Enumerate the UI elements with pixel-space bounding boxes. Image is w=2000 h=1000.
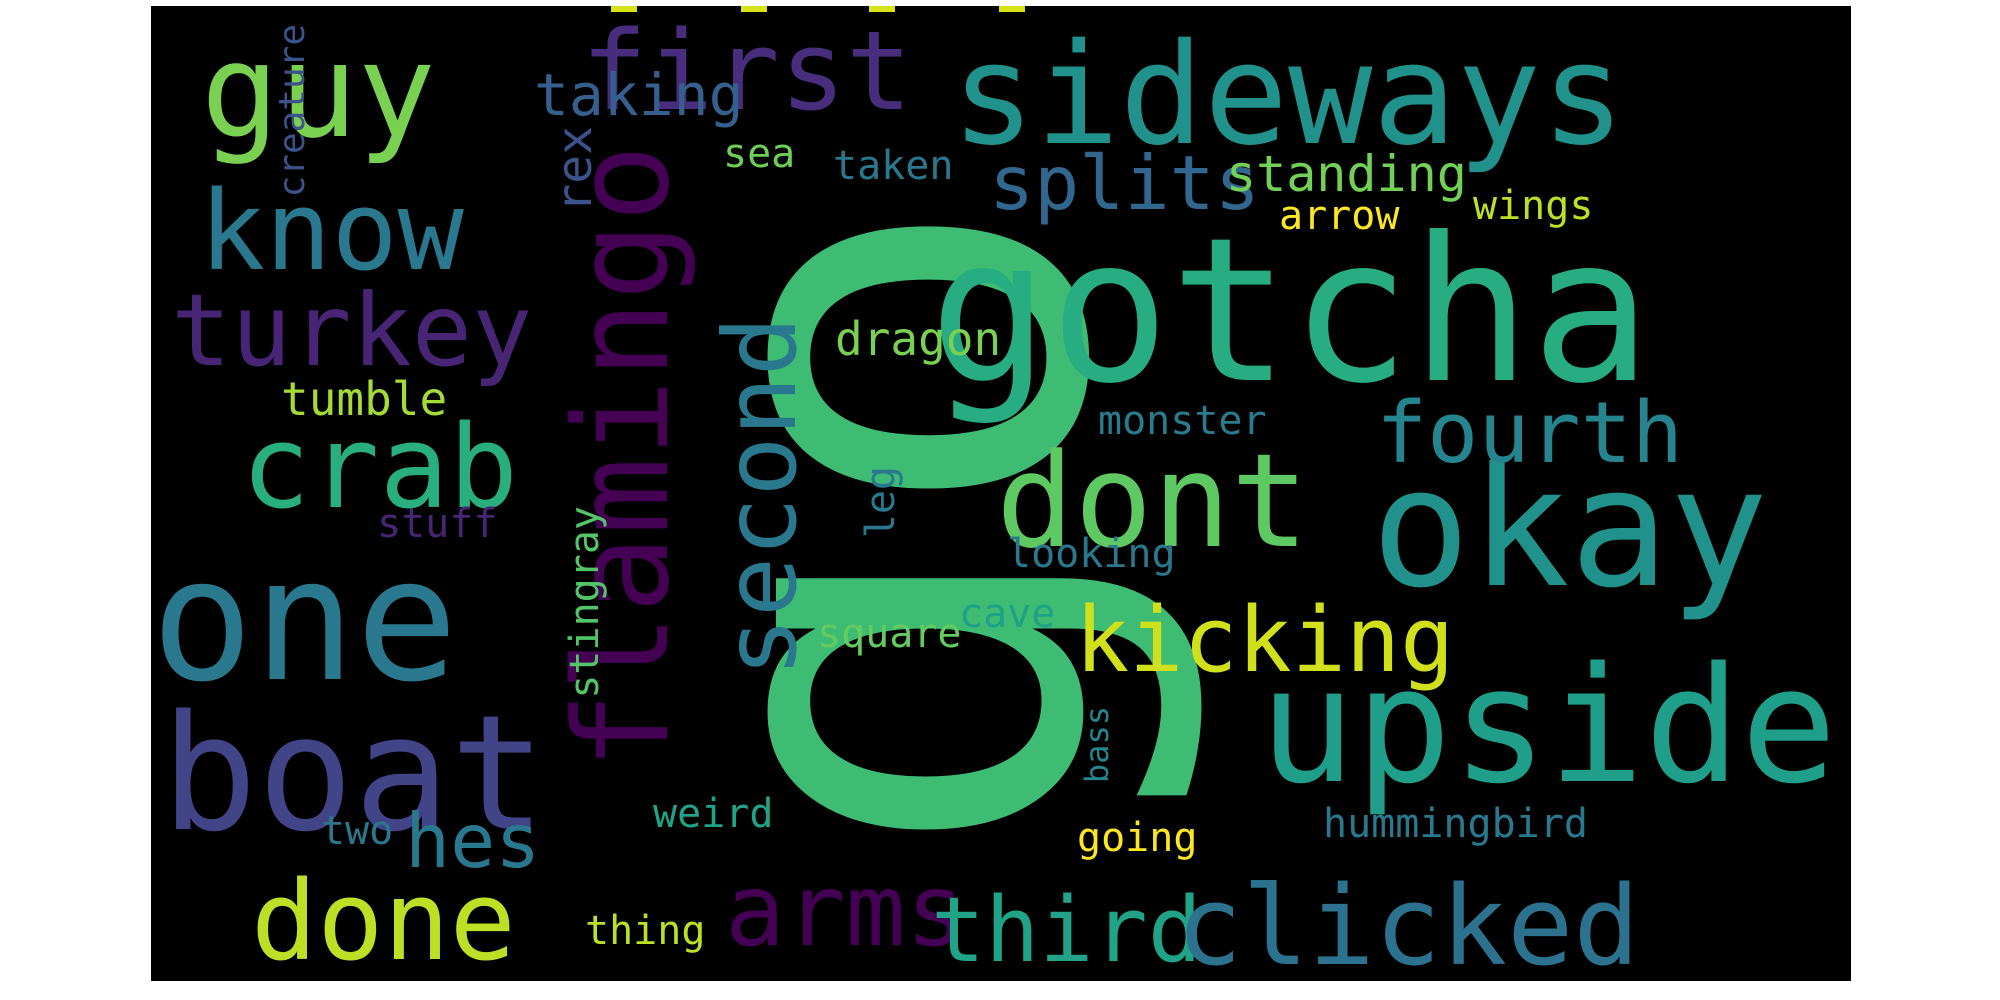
word-upside: upside <box>1259 632 1837 819</box>
word-turkey: turkey <box>171 272 533 389</box>
word-square: square <box>817 611 962 657</box>
word-fourth: fourth <box>1376 384 1684 483</box>
word-monster: monster <box>1098 398 1267 444</box>
word-two: two <box>321 808 394 854</box>
word-second: second <box>702 316 819 678</box>
word-boat: boat <box>161 680 547 867</box>
word-cave: cave <box>959 591 1056 637</box>
top-fragment <box>869 6 895 12</box>
word-taking: taking <box>534 61 744 129</box>
word-done: done <box>251 857 516 981</box>
word-thing: thing <box>585 908 706 954</box>
word-arms: arms <box>725 852 966 969</box>
word-guy: guy <box>201 15 436 167</box>
word-third: third <box>931 878 1202 981</box>
word-wings: wings <box>1473 183 1594 229</box>
word-tumble: tumble <box>281 372 448 426</box>
word-dragon: dragon <box>835 312 1002 366</box>
word-gotcha: gotcha <box>929 195 1652 428</box>
word-weird: weird <box>653 791 774 837</box>
word-leg: leg <box>858 466 904 539</box>
word-kicking: kicking <box>1075 588 1455 693</box>
word-arrow: arrow <box>1279 193 1400 239</box>
word-rex: rex <box>547 126 603 213</box>
word-taken: taken <box>833 143 954 189</box>
word-okay: okay <box>1371 432 1769 624</box>
word-one: one <box>151 522 459 720</box>
word-looking: looking <box>1007 531 1176 577</box>
word-going: going <box>1077 815 1198 861</box>
top-fragment <box>741 6 767 12</box>
word-sideways: sideways <box>951 14 1626 177</box>
word-first: first <box>581 7 913 135</box>
word-hes: hes <box>405 797 541 885</box>
word-bass: bass <box>1078 706 1116 784</box>
word-stuff: stuff <box>377 501 498 547</box>
word-know: know <box>199 167 464 295</box>
word-splits: splits <box>989 139 1260 227</box>
top-fragment <box>611 6 637 12</box>
top-fragment <box>999 6 1025 12</box>
word-cloud: go gotcha sideways okay one boat upside … <box>151 6 1851 981</box>
word-standing: standing <box>1226 145 1467 203</box>
word-creature: creature <box>272 24 313 198</box>
word-dont: dont <box>996 425 1310 577</box>
word-crab: crab <box>241 401 518 535</box>
word-clicked: clicked <box>1176 862 1640 981</box>
word-hummingbird: hummingbird <box>1323 801 1588 847</box>
word-stingray: stingray <box>562 506 608 699</box>
word-sea: sea <box>723 131 796 177</box>
